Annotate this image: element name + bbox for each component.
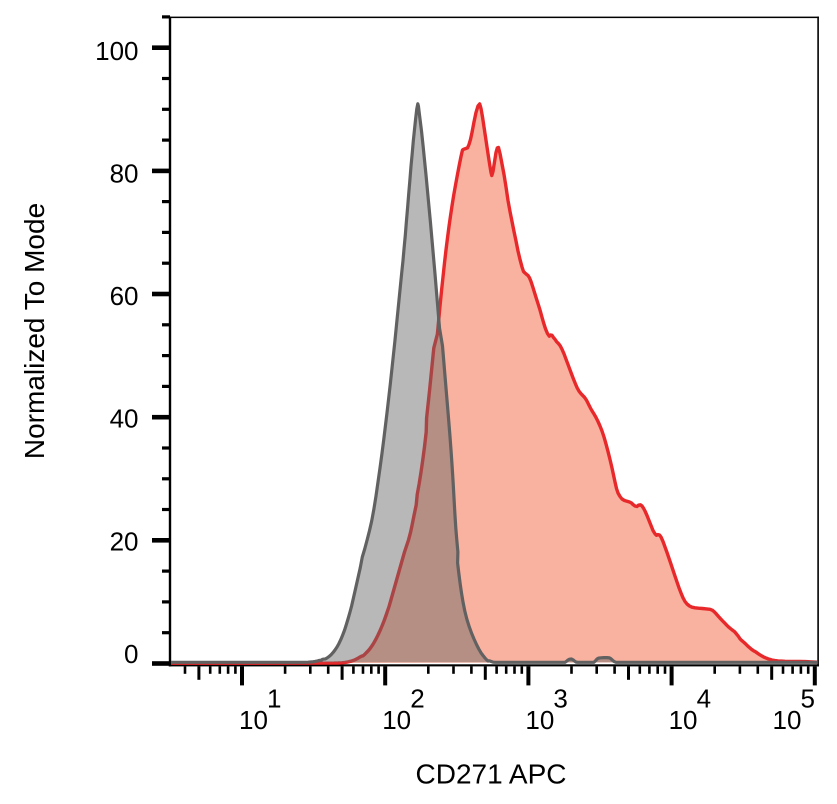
svg-text:100: 100 (95, 36, 138, 66)
svg-text:10: 10 (239, 705, 268, 735)
svg-text:Normalized To Mode: Normalized To Mode (19, 203, 50, 459)
svg-text:40: 40 (110, 404, 139, 434)
svg-text:80: 80 (110, 159, 139, 189)
svg-text:5: 5 (801, 684, 815, 714)
svg-text:3: 3 (553, 684, 567, 714)
svg-text:CD271 APC: CD271 APC (416, 759, 567, 790)
svg-text:0: 0 (124, 639, 138, 669)
svg-text:4: 4 (697, 684, 711, 714)
svg-text:10: 10 (773, 705, 802, 735)
svg-text:20: 20 (110, 526, 139, 556)
svg-text:10: 10 (382, 705, 411, 735)
svg-text:2: 2 (410, 684, 424, 714)
svg-text:10: 10 (525, 705, 554, 735)
svg-text:1: 1 (267, 684, 281, 714)
svg-text:60: 60 (110, 281, 139, 311)
svg-text:10: 10 (669, 705, 698, 735)
